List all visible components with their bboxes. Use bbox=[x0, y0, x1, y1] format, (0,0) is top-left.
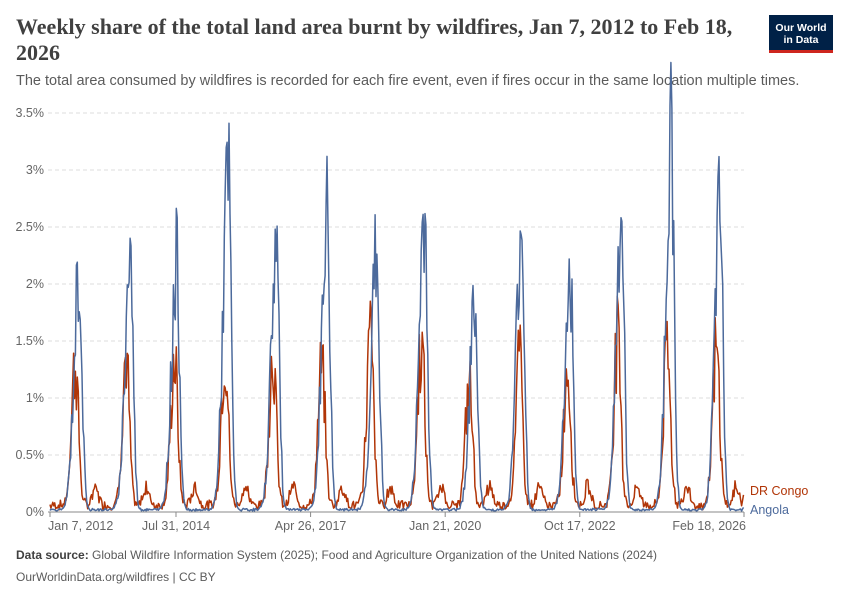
y-tick-label: 3% bbox=[26, 163, 44, 177]
footer-links: OurWorldinData.org/wildfires | CC BY bbox=[16, 570, 216, 584]
chart-subtitle: The total area consumed by wildfires is … bbox=[16, 73, 800, 89]
x-tick-label: Jan 7, 2012 bbox=[48, 519, 113, 533]
owid-logo[interactable]: Our World in Data bbox=[769, 15, 833, 53]
x-tick-label: Jul 31, 2014 bbox=[142, 519, 210, 533]
logo-line-2: in Data bbox=[783, 34, 819, 46]
legend-label-angola: Angola bbox=[750, 503, 789, 517]
license-text: | CC BY bbox=[172, 570, 216, 584]
x-tick-label: Feb 18, 2026 bbox=[672, 519, 746, 533]
series-line-angola bbox=[49, 61, 745, 512]
x-tick-label: Oct 17, 2022 bbox=[544, 519, 616, 533]
y-tick-label: 2.5% bbox=[16, 220, 45, 234]
y-tick-label: 1.5% bbox=[16, 334, 45, 348]
series-line-dr-congo bbox=[49, 295, 745, 511]
legend-label-dr-congo: DR Congo bbox=[750, 484, 808, 498]
line-chart: 0% 0.5% 1% 1.5% 2% 2.5% 3% 3.5% Jan 7, 2012 Jul 3… bbox=[16, 61, 808, 533]
y-tick-label: 3.5% bbox=[16, 106, 45, 120]
y-tick-label: 2% bbox=[26, 277, 44, 291]
data-source-text: Global Wildfire Information System (2025… bbox=[92, 548, 657, 562]
y-tick-label: 1% bbox=[26, 391, 44, 405]
owid-link[interactable]: OurWorldinData.org/wildfires bbox=[16, 570, 170, 584]
x-tick-label: Apr 26, 2017 bbox=[275, 519, 347, 533]
data-source: Data source: Global Wildfire Information… bbox=[16, 548, 657, 562]
x-tick-label: Jan 21, 2020 bbox=[409, 519, 481, 533]
y-tick-label: 0.5% bbox=[16, 448, 45, 462]
data-source-label: Data source: bbox=[16, 548, 89, 562]
y-tick-label: 0% bbox=[26, 505, 44, 519]
chart-title: Weekly share of the total land area burn… bbox=[16, 14, 733, 65]
logo-line-1: Our World bbox=[775, 22, 827, 34]
